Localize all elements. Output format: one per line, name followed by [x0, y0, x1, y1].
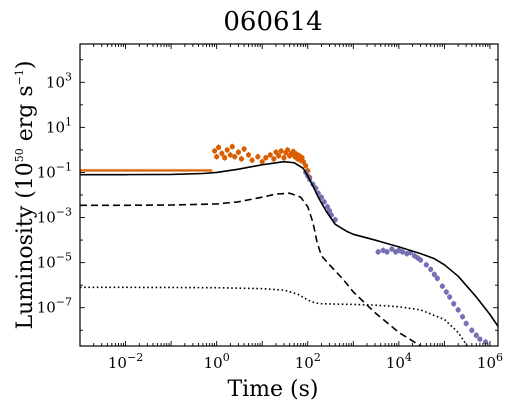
- xrt-data-point: [380, 247, 386, 253]
- bat-data-point: [300, 159, 306, 165]
- model-total-line: [80, 160, 498, 327]
- y-axis-title: Luminosity (1050 erg s−1): [13, 61, 38, 330]
- xrt-data-point: [423, 262, 429, 268]
- x-tick-label: 104: [386, 351, 412, 372]
- y-tick-label: 10−7: [37, 296, 72, 317]
- x-tick-label: 102: [295, 351, 321, 372]
- xrt-data-point: [459, 314, 466, 320]
- bat-data-point: [263, 155, 269, 161]
- bat-data-point: [232, 154, 238, 160]
- axis-layer: 10−2 100 102 104 106 10−7 10−5 10−3 10−1 101 103: [37, 43, 503, 372]
- y-tick-label: 10−3: [37, 206, 72, 227]
- xrt-data-point: [482, 339, 489, 345]
- x-tick-label: 100: [204, 351, 230, 372]
- x-axis-title: Time (s): [227, 377, 318, 402]
- plot-frame: [79, 43, 499, 347]
- xrt-data-point: [431, 271, 437, 278]
- xrt-data-point: [318, 194, 325, 200]
- xrt-data-point: [451, 301, 457, 307]
- x-tick-label: 106: [477, 351, 503, 372]
- bat-data-point: [245, 152, 252, 158]
- xrt-data-point: [447, 294, 453, 300]
- xrt-data-point: [473, 332, 479, 338]
- xrt-data-point: [455, 307, 461, 313]
- bat-data-point: [255, 154, 261, 160]
- bat-data-point: [271, 156, 277, 162]
- xrt-data-point: [324, 204, 331, 210]
- y-tick-label: 10−1: [37, 160, 72, 181]
- y-tick-label: 101: [46, 115, 72, 136]
- xrt-data-point: [418, 257, 424, 263]
- bat-data-point: [267, 152, 273, 158]
- chart-title: 060614: [223, 7, 322, 37]
- bat-data-point: [276, 153, 282, 159]
- bat-data-point: [215, 144, 222, 150]
- bat-data-point: [211, 148, 218, 154]
- xrt-data-point: [389, 246, 395, 252]
- y-tick-label: 103: [46, 70, 72, 91]
- bat-data-point: [229, 144, 235, 150]
- y-tick-label: 10−5: [37, 251, 72, 272]
- bat-data-point: [224, 147, 230, 153]
- xrt-data-point: [321, 199, 327, 205]
- xrt-data-point: [434, 275, 440, 281]
- bat-data-point: [241, 146, 247, 152]
- xrt-data-point: [439, 283, 445, 289]
- xrt-data-point: [375, 249, 381, 255]
- model-component-2-line: [80, 286, 469, 346]
- bat-data-point: [222, 155, 228, 161]
- bat-data-point: [238, 156, 245, 162]
- bat-data-point: [227, 152, 233, 158]
- bat-data-point: [284, 147, 291, 153]
- xrt-data-point: [428, 266, 434, 273]
- y-axis-title-middle: erg s: [13, 85, 38, 148]
- xrt-data-point: [399, 249, 406, 255]
- y-axis-title-exp2: −1: [13, 69, 26, 85]
- bat-data-point: [259, 159, 265, 165]
- xrt-data-point: [463, 320, 469, 327]
- xrt-data-point: [326, 208, 333, 214]
- xrt-data-point: [443, 289, 449, 295]
- xrt-data-point: [384, 249, 390, 255]
- bat-data-point: [278, 148, 284, 154]
- plot-layer: [80, 143, 498, 346]
- x-tick-label: 10−2: [108, 351, 143, 372]
- bat-data-point: [303, 163, 309, 169]
- y-axis-title-exp: 50: [13, 148, 26, 162]
- bat-data-point: [249, 157, 255, 163]
- y-axis-title-suffix: ): [13, 61, 38, 70]
- bat-data-point: [235, 149, 241, 155]
- bat-data-point: [219, 150, 225, 157]
- bat-data-point: [273, 149, 279, 155]
- xrt-data-point: [477, 336, 483, 342]
- model-component-1-line: [80, 192, 423, 346]
- xrt-data-point: [469, 327, 475, 333]
- y-axis-title-prefix: Luminosity (10: [13, 162, 38, 329]
- bat-data-point: [281, 155, 287, 161]
- bat-data-point: [214, 154, 220, 160]
